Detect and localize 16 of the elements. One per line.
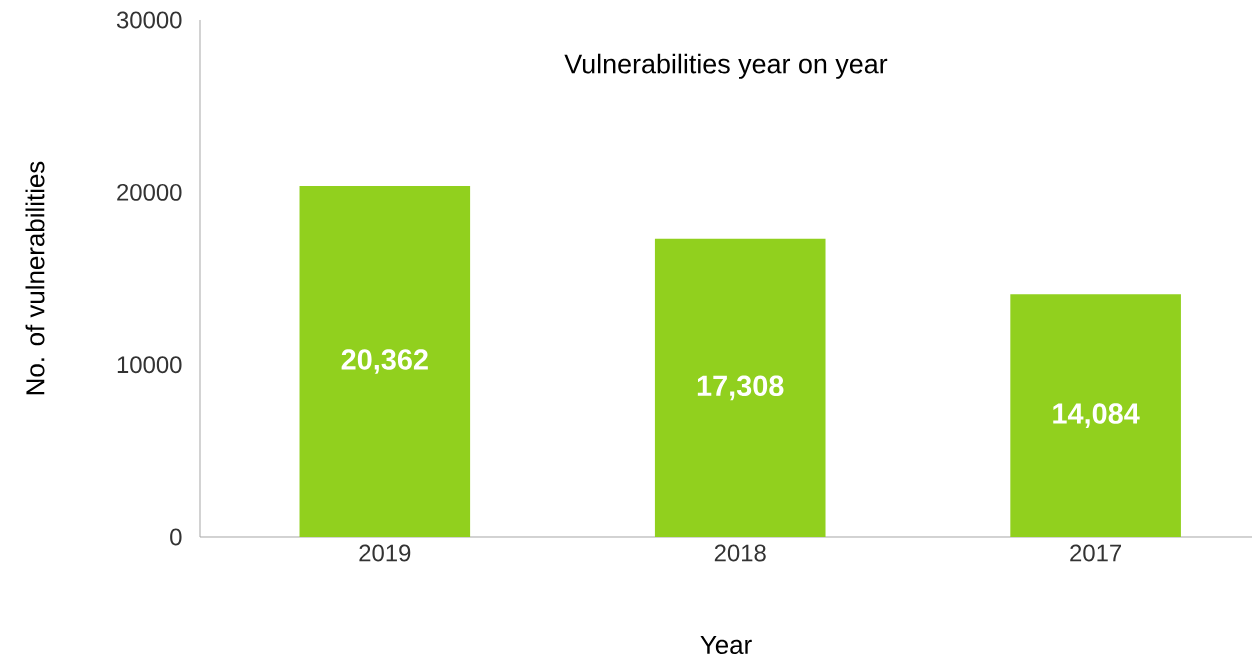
y-axis-title: No. of vulnerabilities [25, 161, 45, 395]
x-tick-label: 2018 [714, 544, 766, 562]
x-tick-label: 2017 [1070, 544, 1122, 562]
bar [1010, 294, 1181, 537]
x-tick-label: 2019 [359, 544, 411, 562]
y-tick-label: 30000 [116, 11, 182, 29]
bar [654, 238, 826, 537]
data-label: 14,084 [1053, 403, 1140, 428]
x-axis-title: Year [700, 635, 752, 655]
data-label: 20,362 [341, 349, 428, 374]
data-label: 17,308 [697, 375, 784, 401]
y-tick-label: 20000 [117, 183, 182, 201]
y-tick-label: 0 [170, 528, 182, 546]
bar [299, 186, 471, 537]
text: Vulnerabilities year on year [564, 53, 888, 79]
y-tick-label: 10000 [117, 356, 182, 374]
